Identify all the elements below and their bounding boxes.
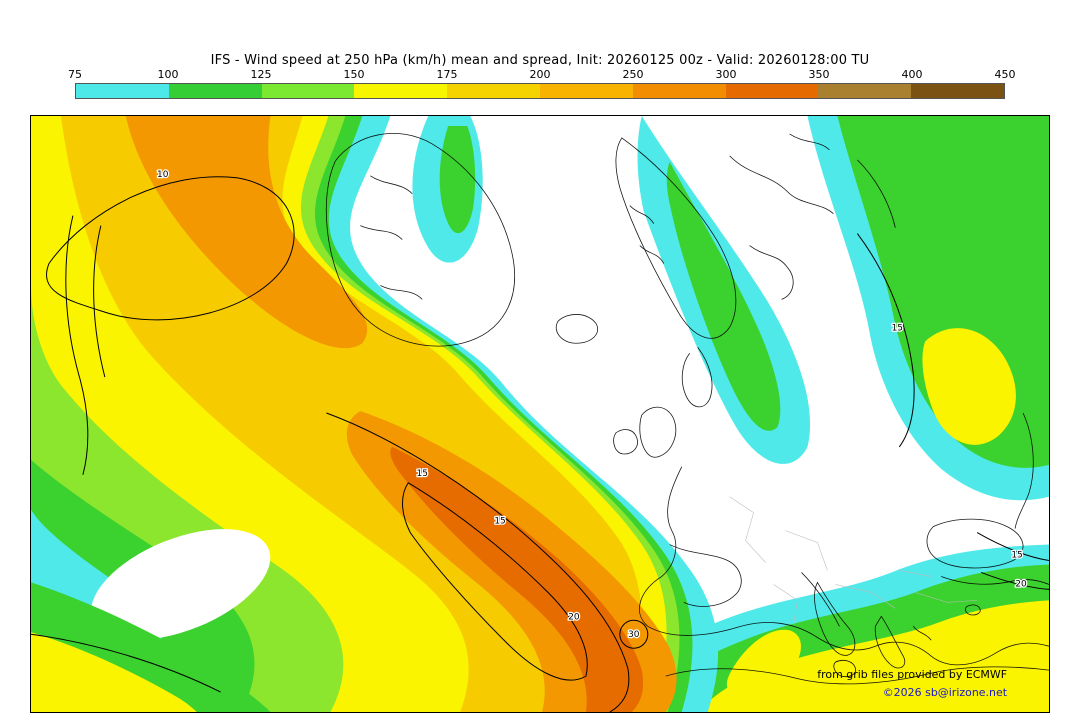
contour-label: 20 bbox=[568, 612, 580, 622]
coast-arctic bbox=[729, 133, 896, 228]
country-borders bbox=[729, 496, 978, 625]
coast-black-sea bbox=[926, 518, 1024, 569]
attribution: from grib files provided by ECMWF ©2026 … bbox=[817, 668, 1008, 699]
contour-label: 15 bbox=[892, 323, 903, 333]
spread-contours bbox=[31, 176, 1049, 712]
coast-scandinavia bbox=[615, 137, 737, 339]
contour-label: 10 bbox=[157, 170, 169, 180]
colorbar-segment bbox=[447, 84, 540, 98]
coast-norway-fjords bbox=[629, 205, 665, 264]
coast-iberia-inner bbox=[669, 544, 742, 607]
region-jet-orange-upper bbox=[125, 116, 368, 349]
colorbar-tick-label: 125 bbox=[250, 68, 272, 81]
border-line bbox=[773, 584, 798, 625]
attribution-ecmwf: from grib files provided by ECMWF bbox=[817, 668, 1007, 681]
colorbar-ticks: 75 100 125 150 175 200 250 300 350 400 450 bbox=[68, 68, 1016, 83]
coast-iceland bbox=[555, 314, 598, 344]
border-line bbox=[835, 584, 896, 609]
coast-italy bbox=[814, 581, 856, 656]
contour-label: 15 bbox=[494, 517, 505, 527]
coast-greenland bbox=[325, 133, 515, 347]
border-line bbox=[915, 592, 978, 603]
coast-ireland bbox=[613, 429, 638, 455]
colorbar-segment bbox=[725, 84, 819, 98]
attribution-copyright: ©2026 sb@irizone.net bbox=[883, 686, 1008, 699]
region-med-yellow-tongue bbox=[726, 629, 801, 699]
colorbar: 75 100 125 150 175 200 250 300 350 400 450 bbox=[68, 68, 1016, 99]
colorbar-tick-label: 150 bbox=[343, 68, 365, 81]
chart-title: IFS - Wind speed at 250 hPa (km/h) mean … bbox=[210, 53, 870, 68]
contour-line-southeast-b bbox=[980, 572, 1049, 590]
contour-label: 15 bbox=[417, 469, 428, 479]
colorbar-segment bbox=[354, 84, 448, 98]
coast-greece bbox=[874, 615, 906, 669]
coastlines bbox=[325, 133, 1049, 685]
colorbar-tick-label: 200 bbox=[529, 68, 551, 81]
contour-loop-italy bbox=[619, 619, 649, 649]
contour-line-northwest bbox=[46, 176, 295, 321]
contour-label: 15 bbox=[1011, 551, 1022, 561]
region-east-yellow bbox=[922, 328, 1016, 445]
coast-sicily bbox=[833, 660, 857, 677]
colorbar-segment bbox=[168, 84, 262, 98]
region-finger-green bbox=[439, 125, 476, 234]
coast-baltic bbox=[681, 346, 713, 408]
coast-greenland-fjords bbox=[360, 175, 423, 300]
contour-line-bottom-left bbox=[31, 633, 221, 693]
colorbar-segment bbox=[539, 84, 633, 98]
coast-white-sea bbox=[749, 245, 794, 300]
contour-line-left-edge bbox=[65, 215, 106, 475]
colorbar-segments bbox=[75, 83, 1005, 99]
border-line bbox=[899, 570, 932, 577]
colorbar-tick-label: 400 bbox=[901, 68, 923, 81]
filled-wind-regions bbox=[31, 116, 1049, 712]
coast-britain bbox=[639, 406, 677, 458]
coast-north-africa bbox=[665, 666, 1049, 685]
contour-labels: 10 15 15 20 30 15 15 20 bbox=[156, 169, 1029, 642]
colorbar-tick-label: 300 bbox=[715, 68, 737, 81]
wind-map: 10 15 15 20 30 15 15 20 from grib files … bbox=[31, 116, 1049, 712]
contour-line-jet-inner bbox=[402, 482, 588, 681]
region-scand-green bbox=[666, 161, 781, 431]
coast-cyprus bbox=[965, 604, 981, 616]
colorbar-tick-label: 100 bbox=[157, 68, 179, 81]
coast-turkey bbox=[941, 576, 1049, 585]
border-line bbox=[729, 496, 766, 563]
region-jet-orange-core bbox=[390, 446, 644, 712]
colorbar-tick-label: 75 bbox=[68, 68, 82, 81]
colorbar-tick-label: 175 bbox=[436, 68, 458, 81]
contour-line-jet-outer bbox=[326, 412, 630, 712]
contour-line-southeast-a bbox=[976, 532, 1049, 562]
coast-west-europe bbox=[639, 466, 1049, 666]
colorbar-tick-label: 450 bbox=[994, 68, 1016, 81]
contour-label: 30 bbox=[628, 630, 640, 640]
colorbar-segment bbox=[818, 84, 912, 98]
region-med-yellow bbox=[697, 600, 1049, 712]
colorbar-segment bbox=[261, 84, 355, 98]
colorbar-tick-label: 250 bbox=[622, 68, 644, 81]
coast-caspian bbox=[1014, 412, 1034, 529]
contour-label: 20 bbox=[1015, 579, 1027, 589]
border-line bbox=[785, 530, 828, 571]
map-frame: 10 15 15 20 30 15 15 20 from grib files … bbox=[30, 115, 1050, 713]
coast-adriatic bbox=[801, 572, 840, 627]
colorbar-tick-label: 350 bbox=[808, 68, 830, 81]
region-white-notch bbox=[91, 529, 271, 640]
colorbar-segment bbox=[76, 84, 169, 98]
coast-aegean bbox=[912, 626, 932, 641]
contour-line-east bbox=[856, 233, 915, 448]
colorbar-segment bbox=[911, 84, 1004, 98]
region-corner-yellow bbox=[31, 632, 197, 712]
colorbar-segment bbox=[632, 84, 726, 98]
